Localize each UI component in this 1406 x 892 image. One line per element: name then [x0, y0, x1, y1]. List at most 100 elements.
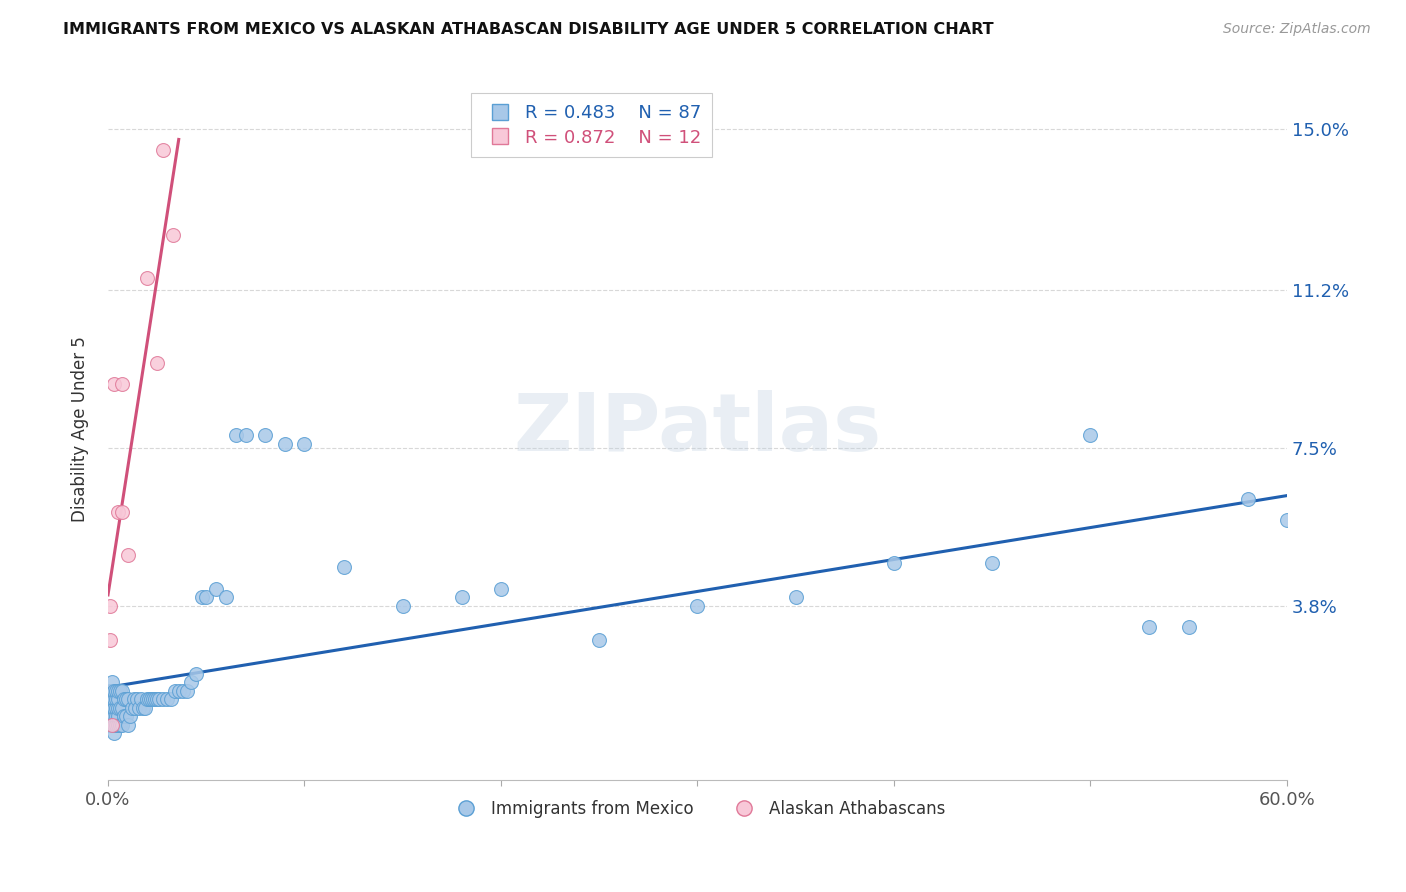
Point: [107, 692, 129, 706]
Text: ZIPatlas: ZIPatlas: [513, 390, 882, 468]
Point: [179, 675, 201, 690]
Legend: Immigrants from Mexico, Alaskan Athabascans: Immigrants from Mexico, Alaskan Athabasc…: [443, 793, 952, 825]
Point: [103, 692, 125, 706]
Point: [294, 437, 316, 451]
Point: [101, 675, 124, 690]
Point: [111, 683, 134, 698]
Point: [101, 692, 124, 706]
Point: [215, 590, 238, 604]
Point: [104, 701, 127, 715]
Point: [98, 632, 121, 647]
Point: [107, 709, 129, 723]
Point: [785, 590, 807, 604]
Point: [108, 701, 131, 715]
Point: [176, 683, 198, 698]
Point: [391, 599, 413, 613]
Point: [98, 599, 121, 613]
Point: [118, 709, 141, 723]
Point: [117, 692, 139, 706]
Point: [134, 701, 156, 715]
Point: [108, 718, 131, 732]
Point: [160, 692, 183, 706]
Point: [225, 428, 247, 442]
Point: [128, 701, 150, 715]
Point: [1177, 620, 1199, 634]
Point: [981, 556, 1004, 570]
Point: [103, 709, 125, 723]
Point: [136, 270, 159, 285]
Point: [450, 590, 472, 604]
Point: [235, 428, 257, 442]
Point: [162, 228, 184, 243]
Text: Source: ZipAtlas.com: Source: ZipAtlas.com: [1223, 22, 1371, 37]
Point: [104, 683, 127, 698]
Point: [104, 718, 127, 732]
Point: [107, 505, 129, 519]
Point: [191, 590, 214, 604]
Point: [152, 692, 174, 706]
Point: [131, 692, 153, 706]
Point: [1137, 620, 1160, 634]
Point: [127, 692, 149, 706]
Point: [141, 692, 163, 706]
Point: [274, 437, 297, 451]
Point: [101, 718, 124, 732]
Point: [103, 377, 125, 392]
Point: [101, 718, 124, 732]
Point: [1275, 513, 1298, 527]
Point: [101, 709, 124, 723]
Point: [254, 428, 277, 442]
Point: [111, 718, 134, 732]
Point: [112, 709, 135, 723]
Point: [148, 692, 170, 706]
Point: [489, 582, 512, 596]
Point: [883, 556, 905, 570]
Point: [103, 726, 125, 740]
Point: [98, 701, 121, 715]
Point: [101, 701, 124, 715]
Point: [112, 692, 135, 706]
Point: [103, 718, 125, 732]
Point: [98, 709, 121, 723]
Point: [142, 692, 165, 706]
Point: [98, 692, 121, 706]
Point: [111, 701, 134, 715]
Point: [114, 692, 136, 706]
Point: [132, 701, 155, 715]
Point: [167, 683, 190, 698]
Point: [122, 692, 145, 706]
Point: [111, 505, 134, 519]
Point: [195, 590, 218, 604]
Point: [146, 692, 169, 706]
Point: [103, 701, 125, 715]
Point: [117, 718, 139, 732]
Point: [108, 683, 131, 698]
Point: [111, 377, 134, 392]
Point: [136, 692, 159, 706]
Point: [588, 632, 610, 647]
Point: [156, 692, 179, 706]
Point: [117, 548, 139, 562]
Point: [138, 692, 160, 706]
Point: [124, 701, 146, 715]
Point: [104, 709, 127, 723]
Point: [332, 560, 354, 574]
Point: [104, 692, 127, 706]
Point: [107, 683, 129, 698]
Point: [107, 718, 129, 732]
Point: [98, 718, 121, 732]
Point: [103, 683, 125, 698]
Point: [98, 683, 121, 698]
Y-axis label: Disability Age Under 5: Disability Age Under 5: [72, 336, 89, 522]
Point: [163, 683, 186, 698]
Point: [686, 599, 709, 613]
Point: [101, 683, 124, 698]
Point: [172, 683, 194, 698]
Point: [107, 701, 129, 715]
Point: [121, 701, 143, 715]
Point: [186, 666, 208, 681]
Text: IMMIGRANTS FROM MEXICO VS ALASKAN ATHABASCAN DISABILITY AGE UNDER 5 CORRELATION : IMMIGRANTS FROM MEXICO VS ALASKAN ATHABA…: [63, 22, 994, 37]
Point: [143, 692, 166, 706]
Point: [205, 582, 228, 596]
Point: [1080, 428, 1102, 442]
